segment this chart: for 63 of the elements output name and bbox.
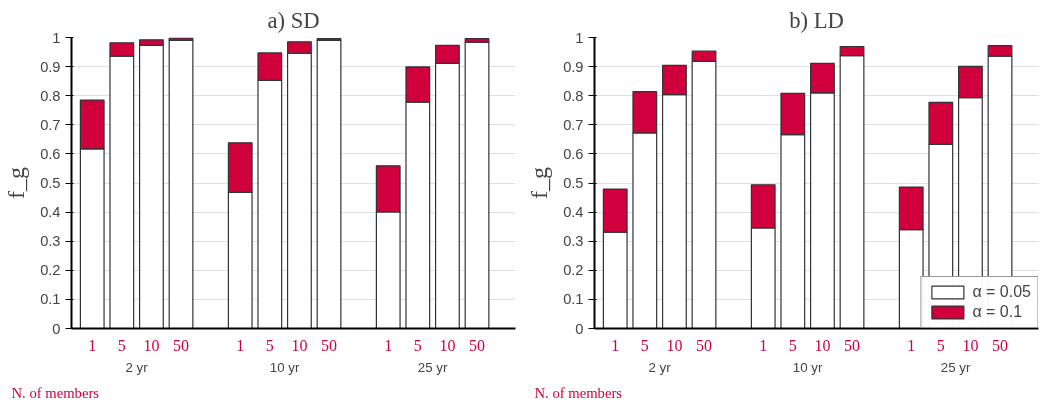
legend-label: α = 0.05	[972, 283, 1031, 301]
y-tick-label: 1	[52, 29, 61, 46]
y-tick-label: 0.7	[40, 116, 61, 133]
x-tick-label: 5	[117, 336, 126, 354]
y-tick-label: 0.9	[40, 58, 61, 75]
text: 25 yr	[940, 359, 971, 375]
bar	[316, 39, 342, 329]
x-tick-label: 10	[439, 336, 456, 354]
y-axis-title: f_g	[3, 167, 30, 199]
y-tick-label: 0.2	[563, 262, 584, 279]
y-tick-label: 0.1	[563, 291, 584, 308]
y-tick-label: 0.9	[563, 58, 584, 75]
y-tick-label: 0	[575, 320, 584, 337]
legend-label: α = 0.1	[972, 303, 1023, 321]
x-tick-label: 1	[907, 336, 916, 354]
x-tick-label: 5	[265, 336, 274, 354]
text: 25 yr	[417, 359, 448, 375]
x-tick-label: 5	[640, 336, 649, 354]
chart-title: b) LD	[789, 7, 844, 33]
y-tick-label: 0	[52, 320, 61, 337]
x-tick-label: 50	[469, 336, 486, 354]
y-tick-label: 0.2	[40, 262, 61, 279]
x-tick-label: 10	[666, 336, 683, 354]
x-tick-label: 5	[413, 336, 422, 354]
y-tick-label: 1	[575, 29, 584, 46]
y-tick-label: 0.6	[563, 145, 584, 162]
x-tick-label: 10	[143, 336, 160, 354]
x-tick-label: 5	[788, 336, 797, 354]
y-tick-label: 0.7	[563, 116, 584, 133]
y-tick-label: 0.1	[40, 291, 61, 308]
x-tick-label: 1	[236, 336, 245, 354]
x-tick-label: 50	[844, 336, 861, 354]
x-tick-label: 1	[88, 336, 97, 354]
x-tick-label: 50	[173, 336, 190, 354]
x-tick-label: 10	[291, 336, 308, 354]
bar	[464, 41, 490, 329]
x-axis-title: N. of members	[11, 384, 100, 401]
y-tick-label: 0.6	[40, 145, 61, 162]
x-tick-label: 1	[611, 336, 620, 354]
x-tick-label: 10	[962, 336, 979, 354]
x-tick-label: 50	[696, 336, 713, 354]
y-tick-label: 0.3	[563, 233, 584, 250]
chart-title: a) SD	[267, 7, 320, 33]
y-tick-label: 0.5	[40, 175, 61, 191]
x-tick-label: 50	[992, 336, 1009, 354]
y-tick-label: 0.4	[40, 204, 61, 221]
y-axis-title: f_g	[526, 167, 553, 199]
y-tick-label: 0.4	[563, 204, 584, 221]
text: 2 yr	[648, 359, 672, 375]
bar	[168, 39, 194, 329]
text: 10 yr	[269, 359, 300, 375]
text: 10 yr	[792, 359, 823, 375]
y-tick-label: 0.5	[563, 175, 584, 191]
x-tick-label: 1	[759, 336, 768, 354]
y-tick-label: 0.8	[563, 87, 584, 104]
x-axis-title: N. of members	[534, 384, 623, 401]
x-tick-label: 1	[384, 336, 393, 354]
x-tick-label: 5	[936, 336, 945, 354]
x-tick-label: 50	[321, 336, 338, 354]
y-tick-label: 0.3	[40, 233, 61, 250]
y-tick-label: 0.8	[40, 87, 61, 104]
x-tick-label: 10	[814, 336, 831, 354]
text: 2 yr	[125, 359, 149, 375]
